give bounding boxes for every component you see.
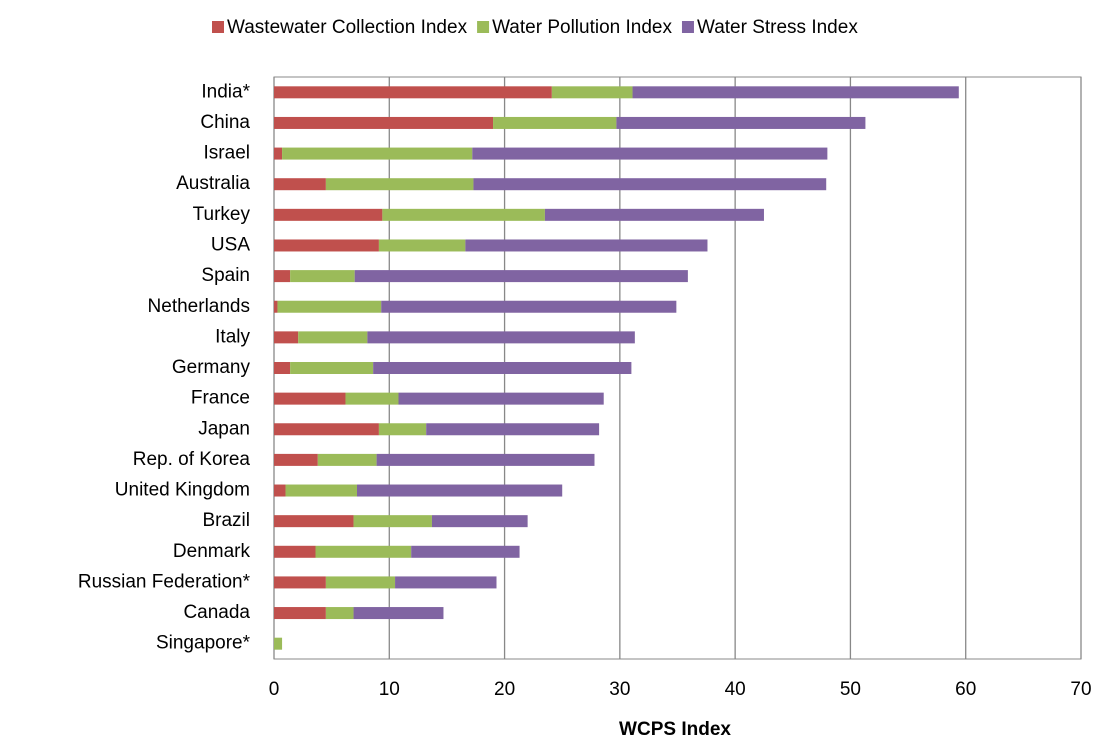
y-tick-label: Germany [172,357,251,378]
x-axis-title: WCPS Index [619,719,731,740]
y-tick-label: Singapore* [156,633,251,654]
legend-label: Wastewater Collection Index [227,17,468,38]
legend-swatch [477,21,490,33]
bar-segment [274,331,299,344]
bar-segment [382,208,545,221]
bar-segment [277,300,382,313]
legend-label: Water Pollution Index [492,17,672,38]
bar-segment [367,331,635,344]
y-tick-label: United Kingdom [115,480,250,501]
bar-segment [465,239,708,252]
x-tick-label: 0 [269,679,280,700]
legend-swatch [212,21,224,33]
y-tick-label: Rep. of Korea [133,449,251,470]
bar-segment [398,392,604,405]
bar-segment [274,116,494,129]
y-tick-label: Japan [198,418,250,439]
bar-segment [274,392,346,405]
bar-segment [274,637,283,650]
y-tick-label: USA [211,234,250,255]
bar-segment [274,423,379,436]
bar-segment [274,270,291,283]
bar-segment [616,116,866,129]
bar-segment [325,607,354,620]
x-tick-label: 30 [609,679,630,700]
y-tick-label: China [200,112,250,133]
bar-segment [325,178,474,191]
y-tick-label: Spain [201,265,250,286]
y-tick-label: Denmark [173,541,251,562]
y-tick-label: Turkey [193,204,251,225]
bar-segment [290,270,355,283]
bar-segment [381,300,677,313]
y-tick-label: India* [201,81,250,102]
bar-segment [274,484,286,497]
bar-segment [395,576,497,589]
x-tick-label: 60 [955,679,976,700]
bar-segment [426,423,600,436]
bar-segment [357,484,563,497]
y-tick-label: Netherlands [148,296,250,317]
bar-segment [325,576,396,589]
bar-segment [317,453,377,466]
bar-segment [544,208,764,221]
bar-segment [274,300,278,313]
legend-swatch [681,21,694,33]
bar-segment [285,484,358,497]
x-tick-label: 10 [379,679,400,700]
bar-segment [274,515,354,528]
bar-segment [431,515,528,528]
x-tick-label: 40 [725,679,746,700]
y-tick-label: Brazil [202,510,250,531]
bar-segment [274,239,379,252]
y-tick-label: Canada [183,602,250,623]
bar-segment [373,362,632,374]
bar-segment [378,423,427,436]
bar-segment [353,607,444,620]
y-tick-label: Australia [176,173,250,194]
bar-segment [472,147,828,160]
bar-segment [274,576,326,589]
x-tick-label: 50 [840,679,861,700]
bar-segment [353,515,432,528]
bar-segment [274,86,552,99]
bar-segment [274,147,283,160]
bar-segment [274,208,383,221]
bar-segment [632,86,959,99]
y-tick-label: France [191,388,250,409]
legend-label: Water Stress Index [697,17,858,38]
bar-segment [473,178,827,191]
bar-segment [298,331,368,344]
x-tick-label: 70 [1070,679,1091,700]
bar-segment [411,545,520,558]
bar-segment [274,453,318,466]
bar-segment [274,545,316,558]
bar-segment [551,86,633,99]
bar-segment [274,362,291,374]
bar-segment [274,178,326,191]
y-tick-label: Russian Federation* [78,571,251,592]
bar-segment [493,116,617,129]
bar-segment [354,270,688,283]
x-tick-label: 20 [494,679,515,700]
y-tick-label: Israel [204,143,250,164]
bar-segment [315,545,412,558]
bar-segment [378,239,466,252]
bar-segment [376,453,595,466]
bar-segment [282,147,473,160]
bar-segment [274,607,326,620]
bar-segment [290,362,374,374]
y-tick-label: Italy [215,326,250,347]
bar-segment [345,392,399,405]
